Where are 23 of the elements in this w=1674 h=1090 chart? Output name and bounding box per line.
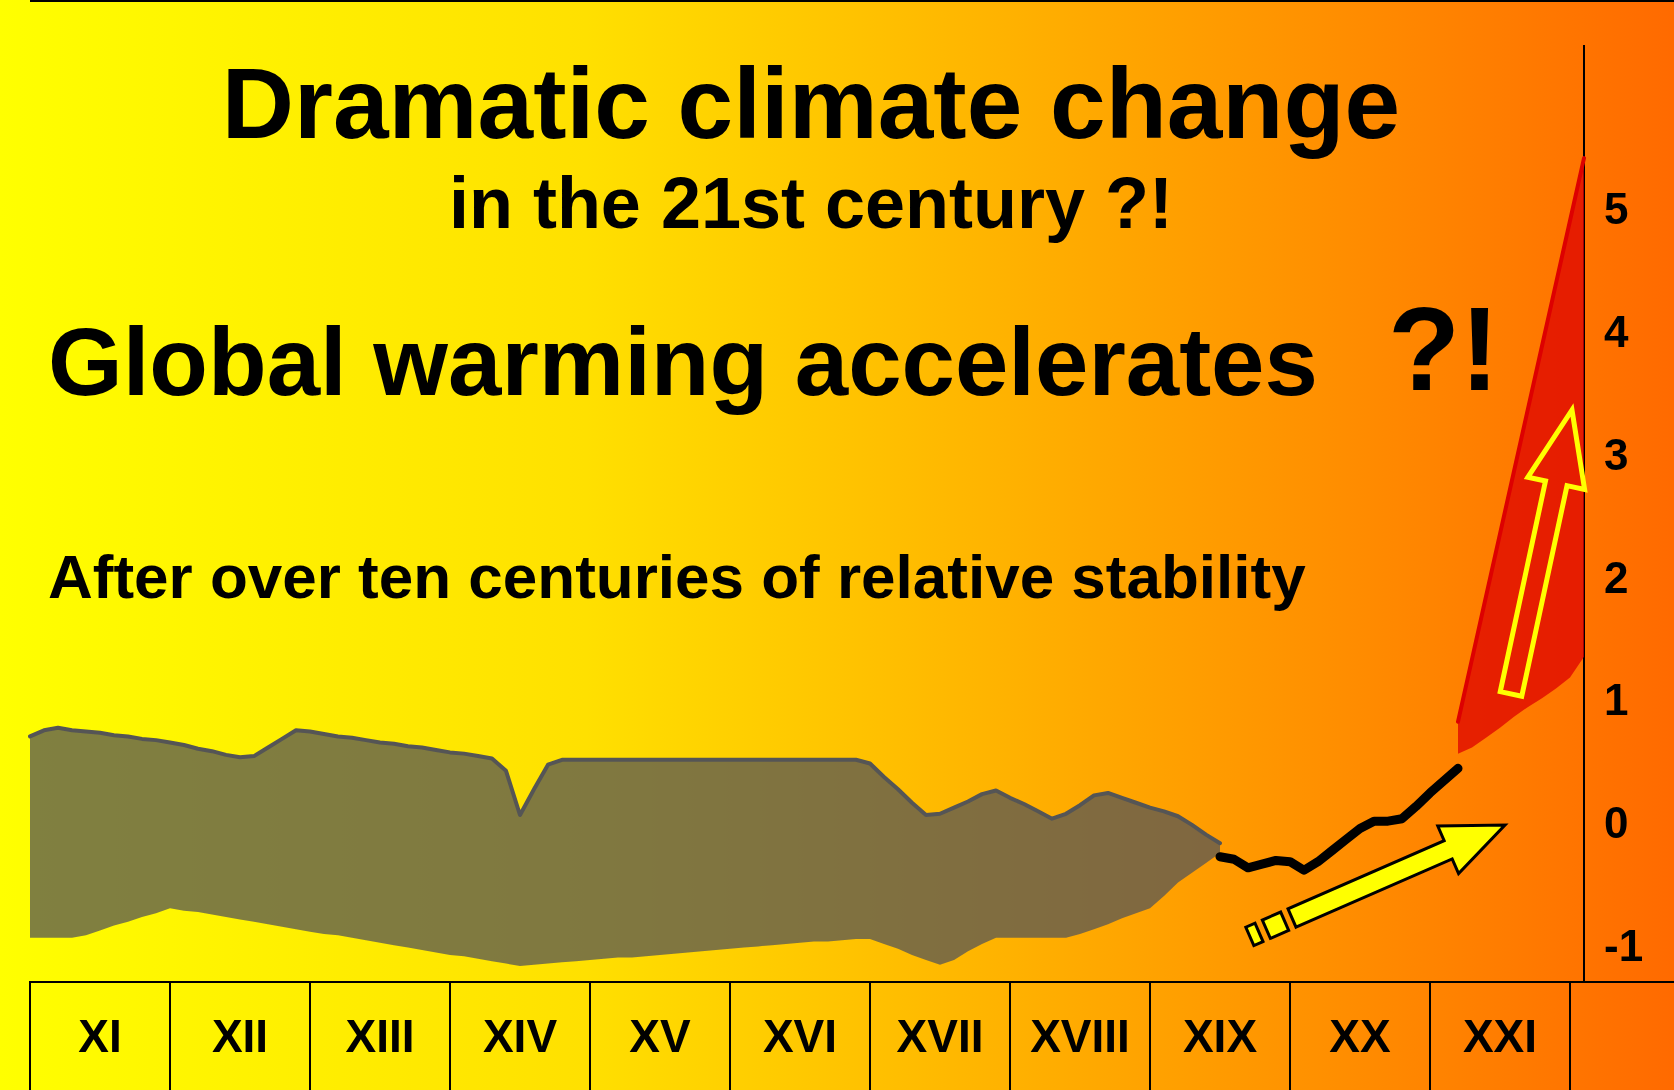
x-tick-label: XXI bbox=[1462, 1010, 1538, 1063]
annotation: Global warming accelerates bbox=[48, 307, 1318, 415]
x-tick-label: XIX bbox=[1182, 1010, 1258, 1063]
y-tick-label: 1 bbox=[1604, 675, 1629, 725]
y-tick-label: 2 bbox=[1604, 552, 1629, 602]
x-tick-label: XVI bbox=[762, 1010, 838, 1063]
y-tick-label: 5 bbox=[1604, 184, 1629, 234]
y-tick-label: 4 bbox=[1604, 307, 1629, 357]
y-tick-label: -1 bbox=[1604, 920, 1644, 970]
y-tick-label: 0 bbox=[1604, 798, 1629, 848]
x-tick-label: XIV bbox=[482, 1010, 558, 1063]
x-tick-label: XIII bbox=[345, 1010, 415, 1063]
annotation: After over ten centuries of relative stability bbox=[48, 541, 1306, 611]
y-tick-label: 3 bbox=[1604, 429, 1629, 479]
x-tick-label: XVIII bbox=[1030, 1010, 1130, 1063]
chart-title: Dramatic climate change bbox=[221, 46, 1401, 159]
x-tick-label: XV bbox=[629, 1010, 691, 1063]
x-tick-label: XX bbox=[1329, 1010, 1391, 1063]
x-tick-label: XII bbox=[211, 1010, 269, 1063]
x-tick-label: XVII bbox=[896, 1010, 984, 1063]
x-tick-label: XI bbox=[78, 1010, 122, 1063]
annotation: ?! bbox=[1388, 283, 1500, 416]
text: in the 21st century ?! bbox=[448, 163, 1174, 244]
